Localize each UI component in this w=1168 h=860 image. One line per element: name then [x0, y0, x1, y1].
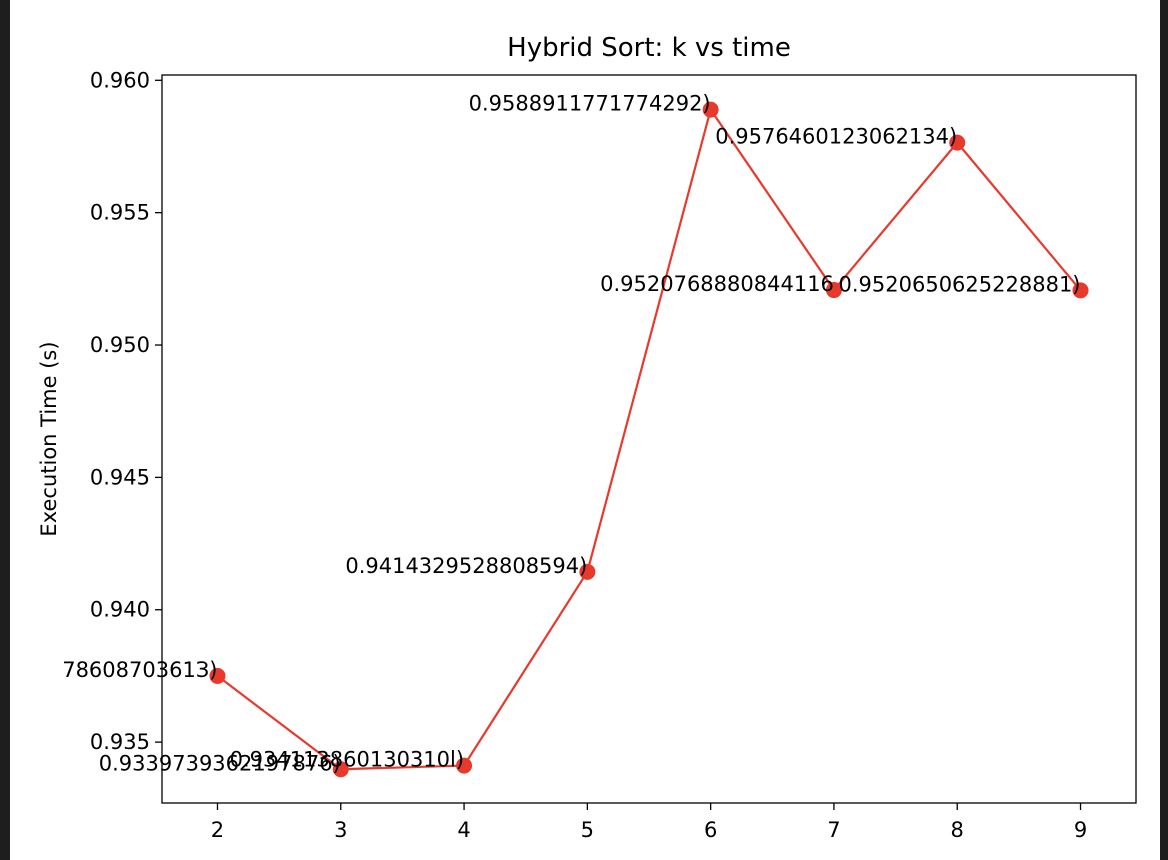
- data-point: [1072, 282, 1089, 299]
- data-label: 0.9588911771774292): [469, 92, 711, 116]
- series-line-group: [209, 101, 1089, 778]
- x-tick-label: 3: [334, 818, 347, 842]
- data-label: 0.9520768880844116: [600, 272, 834, 296]
- x-tick-label: 4: [457, 818, 470, 842]
- line-chart: Hybrid Sort: k vs time Execution Time (s…: [37, 33, 1137, 842]
- x-tick-label: 7: [827, 818, 840, 842]
- data-label: 0.934113860130310l): [230, 748, 464, 772]
- figure: Hybrid Sort: k vs time Execution Time (s…: [10, 0, 1160, 860]
- x-tick-label: 9: [1074, 818, 1087, 842]
- axis-ticks: 2 3 4 5 6 7 8 9 0.935 0.940 0.945 0.950 0.955 0.960: [90, 68, 1087, 842]
- series-line: [216, 107, 1082, 771]
- x-tick-label: 2: [211, 818, 224, 842]
- data-point: [332, 761, 349, 778]
- y-tick-label: 0.955: [90, 201, 150, 225]
- y-tick-label: 0.945: [90, 465, 150, 489]
- x-tick-label: 8: [951, 818, 964, 842]
- data-point: [825, 282, 842, 299]
- data-point: [579, 563, 596, 580]
- plot-frame: [161, 74, 1137, 804]
- y-tick-label: 0.960: [90, 68, 150, 92]
- y-tick-label: 0.940: [90, 598, 150, 622]
- data-label: 7860870361З): [62, 658, 217, 682]
- data-point: [702, 101, 719, 118]
- x-tick-label: 6: [704, 818, 717, 842]
- data-label-group: 7860870361З) 0.9339739362197876)0.9341138…: [62, 92, 1080, 776]
- data-label: 0.9520650625228881): [839, 272, 1081, 296]
- y-tick-label: 0.950: [90, 333, 150, 357]
- data-label: 0.9414329528808594): [345, 554, 587, 578]
- chart-title: Hybrid Sort: k vs time: [507, 33, 791, 63]
- y-axis-label: Execution Time (s): [37, 341, 61, 536]
- data-label: 0.9339739362197876): [99, 751, 341, 775]
- x-tick-label: 5: [581, 818, 594, 842]
- data-point: [949, 134, 966, 151]
- data-label: 0.9576460123062134): [715, 125, 957, 149]
- data-point: [209, 667, 226, 684]
- data-point: [456, 757, 473, 774]
- y-tick-label: 0.935: [90, 730, 150, 754]
